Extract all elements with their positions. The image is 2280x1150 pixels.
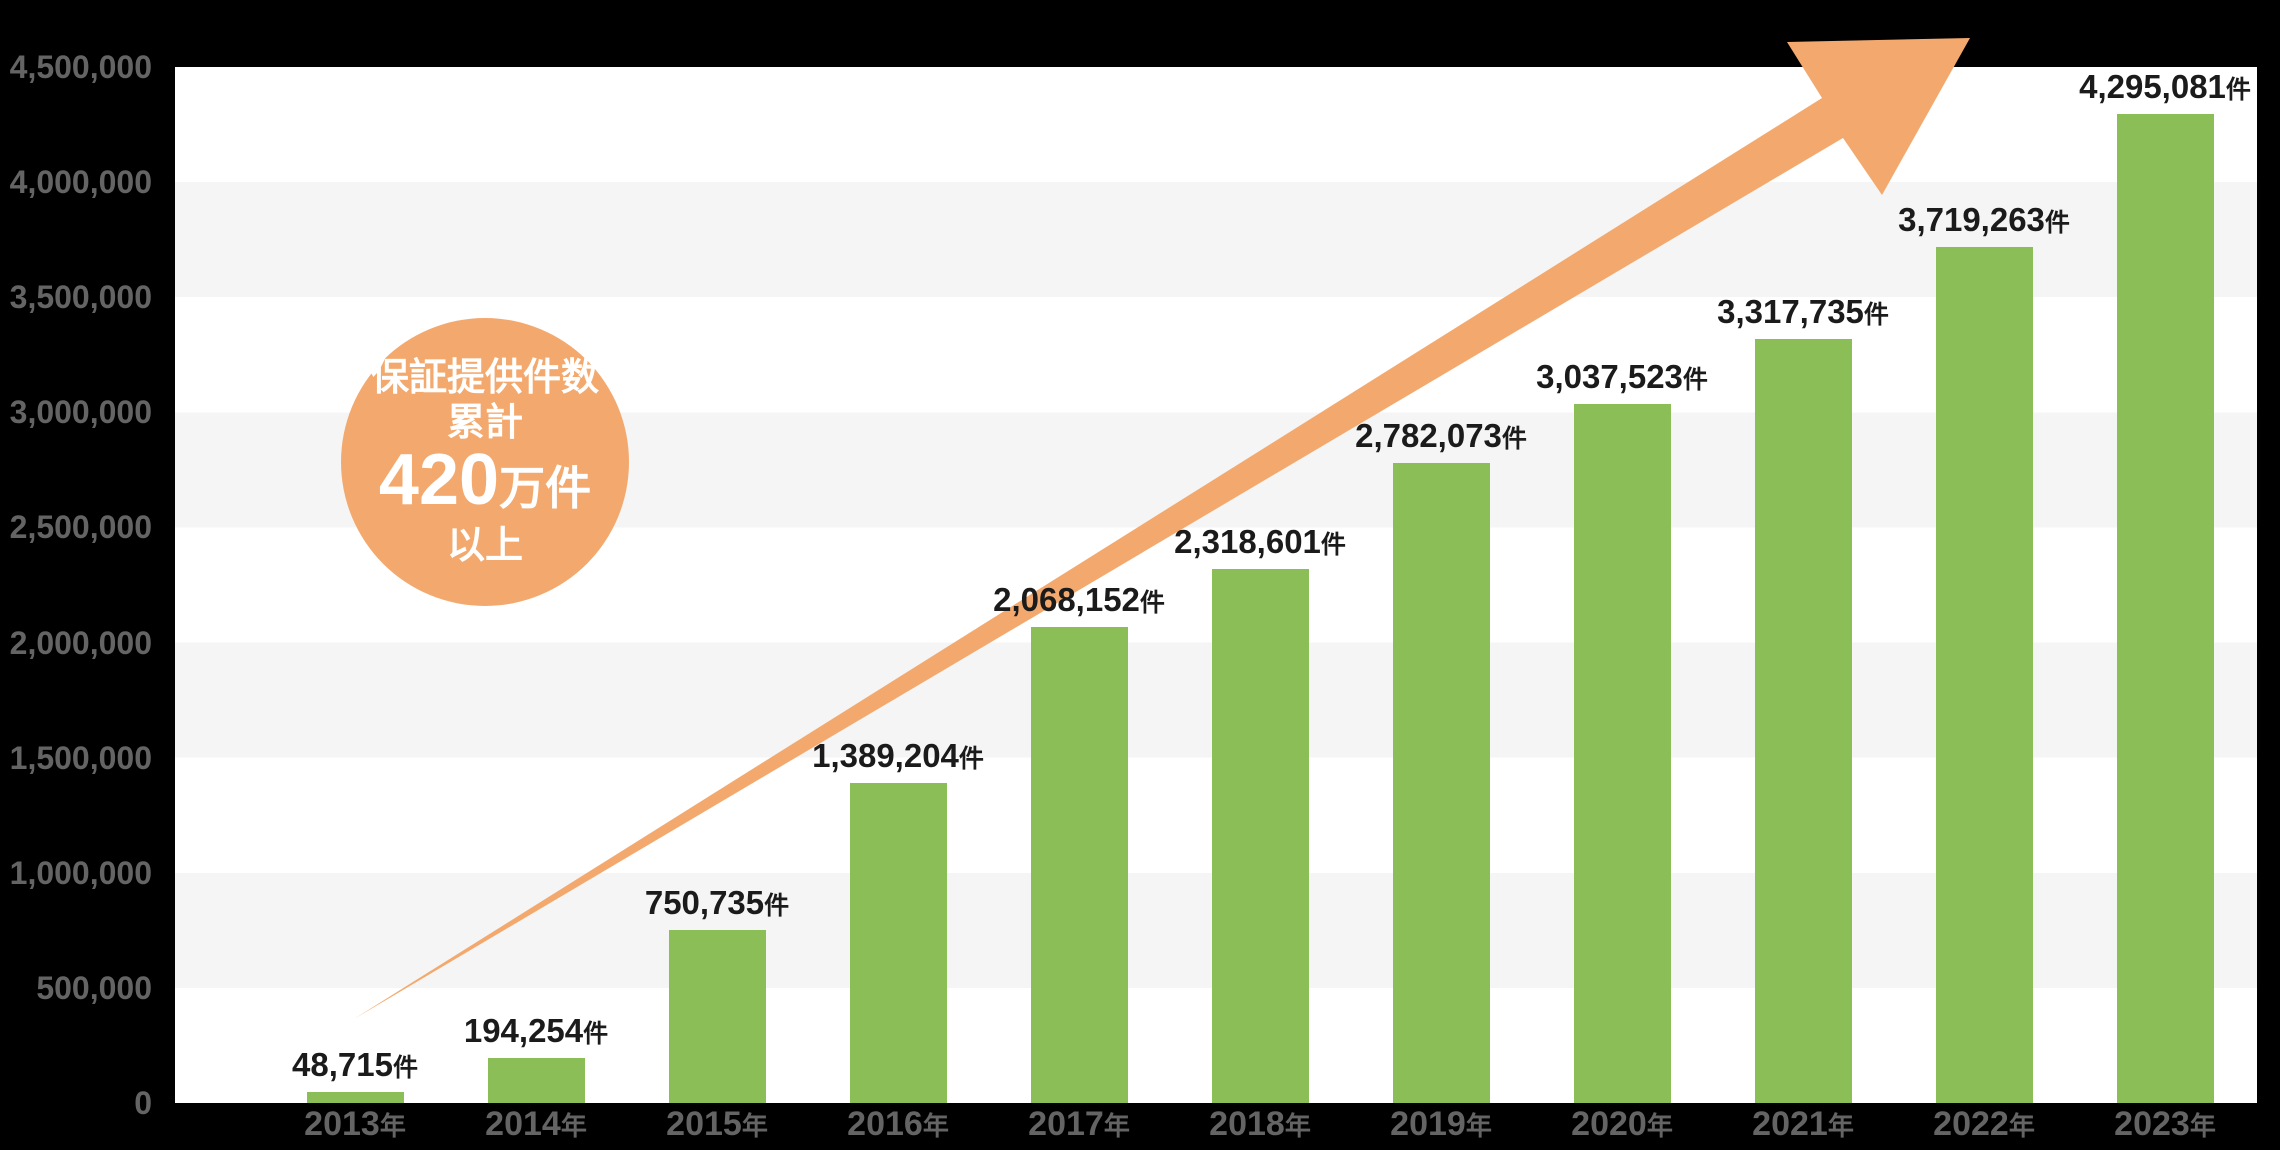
x-axis-year: 2016 bbox=[847, 1105, 923, 1143]
bar-value-label: 3,317,735件 bbox=[1717, 295, 1889, 332]
bar-value-number: 2,068,152 bbox=[993, 580, 1140, 618]
bar-2018 bbox=[1211, 569, 1309, 1103]
bar-value-number: 3,719,263 bbox=[1898, 200, 2045, 238]
x-axis-label-2015: 2015年 bbox=[666, 1106, 768, 1144]
y-axis-tick-label: 4,500,000 bbox=[9, 49, 152, 85]
badge-footer: 以上 bbox=[446, 525, 523, 567]
bar-2016 bbox=[849, 783, 947, 1103]
y-axis-tick-label: 1,000,000 bbox=[9, 854, 152, 891]
x-axis-year: 2018 bbox=[1209, 1105, 1285, 1143]
cumulative-total-badge: 保証提供件数 累計 420 万件 以上 bbox=[341, 318, 629, 606]
y-axis-tick-label: 2,500,000 bbox=[9, 509, 152, 546]
x-axis-year-unit: 年 bbox=[1284, 1111, 1311, 1141]
x-axis-year: 2014 bbox=[485, 1105, 561, 1143]
bar-2020 bbox=[1573, 403, 1671, 1103]
bar-value-label: 48,715件 bbox=[292, 1048, 418, 1085]
bar-value-unit: 件 bbox=[1501, 424, 1527, 453]
bar-value-unit: 件 bbox=[392, 1053, 418, 1082]
bar-2021 bbox=[1754, 339, 1852, 1103]
bar-value-number: 1,389,204 bbox=[812, 737, 959, 775]
x-axis-year-unit: 年 bbox=[922, 1111, 949, 1141]
x-axis-year: 2021 bbox=[1752, 1105, 1828, 1143]
x-axis-year: 2023 bbox=[2114, 1105, 2190, 1143]
x-axis-label-2020: 2020年 bbox=[1571, 1106, 1673, 1144]
bar-value-unit: 件 bbox=[764, 892, 790, 921]
bar-value-number: 194,254 bbox=[463, 1012, 584, 1050]
bar-value-label: 194,254件 bbox=[464, 1014, 608, 1051]
x-axis-year: 2020 bbox=[1571, 1105, 1647, 1143]
bar-value-number: 4,295,081 bbox=[2079, 68, 2226, 106]
x-axis-label-2013: 2013年 bbox=[304, 1106, 406, 1144]
bar-value-unit: 件 bbox=[1863, 301, 1889, 330]
x-axis-label-2018: 2018年 bbox=[1209, 1106, 1311, 1144]
bar-value-unit: 件 bbox=[958, 745, 984, 774]
x-axis-year-unit: 年 bbox=[1827, 1111, 1854, 1141]
x-axis-year-unit: 年 bbox=[1646, 1111, 1673, 1141]
x-axis-label-2022: 2022年 bbox=[1933, 1106, 2035, 1144]
x-axis-year: 2015 bbox=[666, 1105, 742, 1143]
bar-2014 bbox=[487, 1058, 585, 1103]
x-axis-year: 2017 bbox=[1028, 1105, 1104, 1143]
x-axis-year-unit: 年 bbox=[379, 1111, 406, 1141]
x-axis-label-2023: 2023年 bbox=[2114, 1106, 2216, 1144]
bar-value-label: 3,037,523件 bbox=[1536, 360, 1708, 397]
bar-value-label: 2,782,073件 bbox=[1355, 419, 1527, 456]
bar-value-unit: 件 bbox=[1682, 365, 1708, 394]
y-axis-tick-label: 3,500,000 bbox=[9, 279, 152, 316]
y-axis-tick-label: 4,000,000 bbox=[9, 164, 152, 201]
bar-2022 bbox=[1935, 246, 2033, 1103]
bar-value-number: 3,317,735 bbox=[1717, 293, 1864, 331]
y-axis-tick-label: 0 bbox=[134, 1085, 152, 1121]
bar-2023 bbox=[2116, 114, 2214, 1103]
bar-2017 bbox=[1030, 626, 1128, 1103]
bar-value-number: 2,318,601 bbox=[1174, 523, 1321, 561]
x-axis-year-unit: 年 bbox=[741, 1111, 768, 1141]
bar-value-label: 3,719,263件 bbox=[1898, 203, 2070, 240]
y-axis-tick-label: 2,000,000 bbox=[9, 624, 152, 661]
bar-value-number: 750,735 bbox=[644, 884, 765, 922]
badge-big-number: 420 bbox=[378, 440, 500, 520]
bar-value-number: 48,715 bbox=[292, 1045, 393, 1083]
bar-value-unit: 件 bbox=[2044, 208, 2070, 237]
x-axis-label-2017: 2017年 bbox=[1028, 1106, 1130, 1144]
bar-value-number: 2,782,073 bbox=[1355, 416, 1502, 454]
bar-value-unit: 件 bbox=[2225, 76, 2251, 105]
x-axis-year-unit: 年 bbox=[1465, 1111, 1492, 1141]
x-axis-year: 2022 bbox=[1933, 1105, 2009, 1143]
y-axis-tick-label: 3,000,000 bbox=[9, 394, 152, 431]
x-axis-year: 2013 bbox=[304, 1105, 380, 1143]
x-axis-year-unit: 年 bbox=[2189, 1111, 2216, 1141]
x-axis-year-unit: 年 bbox=[2008, 1111, 2035, 1141]
bar-value-label: 4,295,081件 bbox=[2079, 70, 2251, 107]
bar-value-unit: 件 bbox=[583, 1020, 609, 1049]
bar-2015 bbox=[668, 930, 766, 1103]
bar-value-unit: 件 bbox=[1320, 531, 1346, 560]
bar-value-number: 3,037,523 bbox=[1536, 357, 1683, 395]
x-axis-label-2021: 2021年 bbox=[1752, 1106, 1854, 1144]
badge-title: 保証提供件数 bbox=[370, 357, 599, 399]
x-axis-year-unit: 年 bbox=[560, 1111, 587, 1141]
bar-value-label: 2,318,601件 bbox=[1174, 525, 1346, 562]
badge-subtitle: 累計 bbox=[446, 402, 523, 444]
x-axis-year-unit: 年 bbox=[1103, 1111, 1130, 1141]
bar-2013 bbox=[306, 1091, 404, 1103]
bar-value-label: 2,068,152件 bbox=[993, 583, 1165, 620]
badge-big-number-row: 420 万件 bbox=[378, 440, 592, 523]
x-axis-year: 2019 bbox=[1390, 1105, 1466, 1143]
y-axis-tick-label: 1,500,000 bbox=[9, 739, 152, 776]
x-axis-label-2016: 2016年 bbox=[847, 1106, 949, 1144]
badge-big-unit: 万件 bbox=[499, 462, 592, 514]
bar-value-label: 1,389,204件 bbox=[812, 739, 984, 776]
bar-value-label: 750,735件 bbox=[645, 886, 789, 923]
x-axis-label-2019: 2019年 bbox=[1390, 1106, 1492, 1144]
y-axis-tick-label: 500,000 bbox=[36, 969, 152, 1006]
bar-2019 bbox=[1392, 462, 1490, 1103]
x-axis-label-2014: 2014年 bbox=[485, 1106, 587, 1144]
bar-value-unit: 件 bbox=[1139, 588, 1165, 617]
